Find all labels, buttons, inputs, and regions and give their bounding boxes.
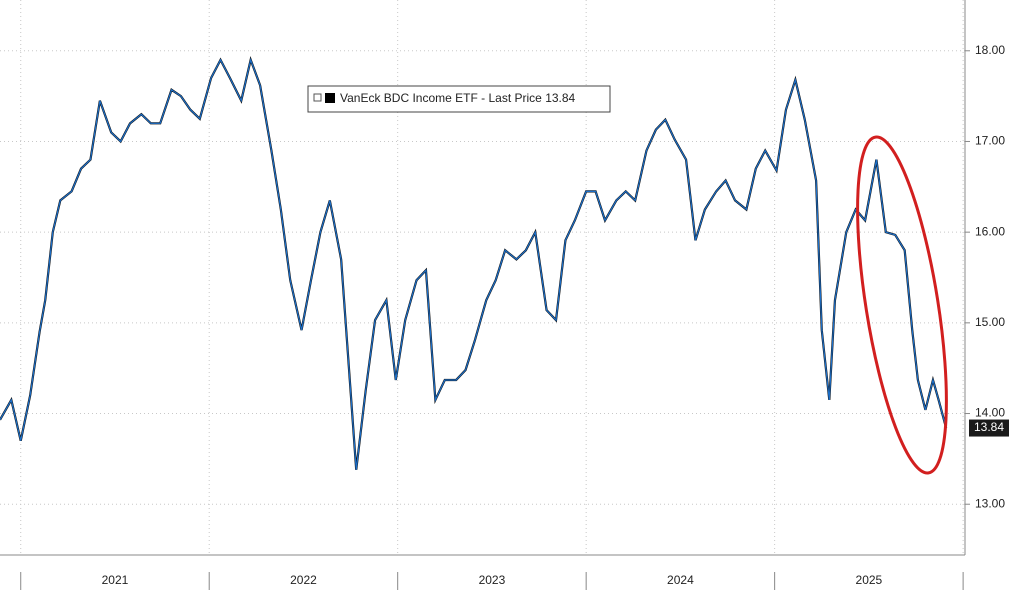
legend-name: VanEck BDC Income ETF - Last Price xyxy=(340,91,542,105)
y-tick-label: 17.00 xyxy=(975,134,1005,148)
legend-last-value: 13.84 xyxy=(545,91,575,105)
price-line xyxy=(0,56,948,470)
legend: VanEck BDC Income ETF - Last Price 13.84 xyxy=(307,85,611,113)
plot xyxy=(0,56,948,470)
legend-box xyxy=(307,85,611,113)
y-tick-label: 18.00 xyxy=(975,43,1005,57)
highlight-ellipse xyxy=(856,135,948,475)
last-price-box xyxy=(969,419,1009,437)
x-tick-label: 2021 xyxy=(102,573,129,587)
y-tick-label: 14.00 xyxy=(975,406,1005,420)
x-tick-label: 2022 xyxy=(290,573,317,587)
legend-label: VanEck BDC Income ETF - Last Price 13.84 xyxy=(340,91,576,105)
x-tick-label: 2023 xyxy=(479,573,506,587)
y-tick-label: 13.00 xyxy=(975,496,1005,510)
legend-swatch xyxy=(325,93,335,103)
legend-toggle xyxy=(313,93,322,102)
last-price-label: 13.84 xyxy=(974,420,1004,434)
price-line-highlight xyxy=(0,57,947,470)
y-tick-label: 15.00 xyxy=(975,315,1005,329)
x-tick-label: 2025 xyxy=(856,573,883,587)
y-tick-label: 16.00 xyxy=(975,224,1005,238)
x-tick-label: 2024 xyxy=(667,573,694,587)
last-price-tag: 13.84 xyxy=(969,419,1009,437)
